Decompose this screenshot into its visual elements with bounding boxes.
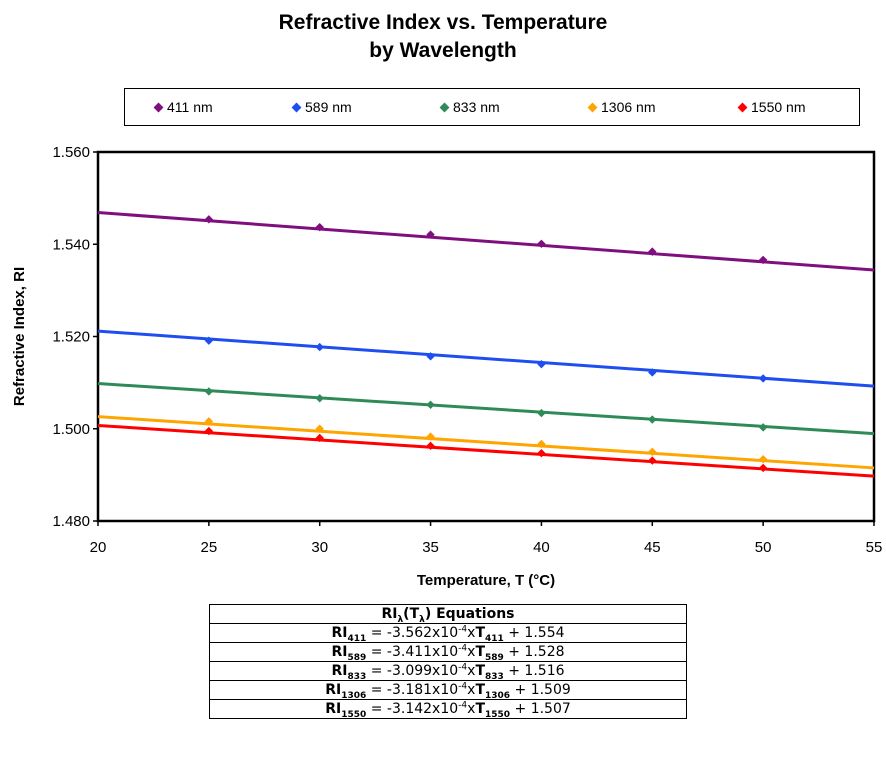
- y-tick-label: 1.560: [52, 144, 90, 161]
- data-point-1550-nm: [426, 441, 435, 451]
- y-tick-label: 1.520: [52, 329, 90, 346]
- x-tick-label: 50: [755, 539, 772, 556]
- x-tick-label: 35: [422, 539, 439, 556]
- x-tick-label: 20: [90, 539, 107, 556]
- trendline-1550-nm: [97, 423, 875, 478]
- data-point-411-nm: [758, 255, 768, 265]
- x-axis-label: Temperature, T (°C): [417, 572, 555, 589]
- trendline-411-nm: [97, 211, 875, 272]
- data-point-1306-nm: [426, 432, 435, 441]
- data-point-589-nm: [204, 336, 214, 345]
- data-point-1550-nm: [758, 463, 768, 473]
- y-tick-label: 1.480: [52, 513, 90, 530]
- legend-item: 833 nm: [439, 99, 500, 115]
- legend-item: 411 nm: [153, 99, 213, 115]
- equation-row: RI1306 = -3.181x10-4xT1306 + 1.509: [209, 680, 687, 700]
- data-point-1306-nm: [758, 454, 768, 464]
- data-point-411-nm: [204, 215, 214, 224]
- data-point-589-nm: [315, 342, 324, 352]
- data-point-411-nm: [648, 247, 657, 256]
- legend-label: 833 nm: [453, 99, 500, 115]
- y-axis-label: Refractive Index, RI: [11, 267, 28, 406]
- data-point-1306-nm: [537, 439, 546, 449]
- equation-row: RI1550 = -3.142x10-4xT1550 + 1.507: [209, 699, 687, 719]
- equations-table: RIλ(Tλ) Equations RI411 = -3.562x10-4xT4…: [209, 604, 687, 719]
- legend-label: 1550 nm: [751, 99, 806, 115]
- equation-cell: RI833 = -3.099x10-4xT833 + 1.516: [209, 661, 687, 681]
- trendline-833-nm: [97, 382, 875, 436]
- data-point-411-nm: [537, 239, 546, 248]
- x-tick-label: 55: [866, 539, 883, 556]
- data-point-1550-nm: [537, 448, 546, 458]
- data-point-1550-nm: [204, 426, 214, 436]
- data-point-589-nm: [648, 368, 657, 377]
- trendline-1306-nm: [97, 415, 875, 470]
- data-point-833-nm: [426, 400, 435, 409]
- legend-item: 1550 nm: [737, 99, 806, 115]
- legend-label: 411 nm: [167, 99, 213, 115]
- y-tick-label: 1.500: [52, 421, 90, 438]
- data-point-833-nm: [204, 387, 214, 396]
- equation-cell: RI411 = -3.562x10-4xT411 + 1.554: [209, 623, 687, 643]
- equations-header: RIλ(Tλ) Equations: [209, 604, 687, 624]
- data-point-1306-nm: [315, 424, 324, 433]
- data-point-1306-nm: [204, 417, 214, 426]
- equations-header-row: RIλ(Tλ) Equations: [209, 604, 687, 624]
- data-point-589-nm: [426, 352, 435, 361]
- data-point-1550-nm: [315, 433, 324, 443]
- data-point-1550-nm: [648, 456, 657, 465]
- legend-item: 1306 nm: [587, 99, 656, 115]
- plot-area-frame: [96, 150, 876, 523]
- equation-cell: RI1550 = -3.142x10-4xT1550 + 1.507: [209, 699, 687, 719]
- data-point-833-nm: [758, 423, 768, 432]
- data-point-589-nm: [537, 359, 546, 369]
- data-point-833-nm: [648, 415, 657, 424]
- data-point-833-nm: [315, 394, 324, 403]
- data-point-1306-nm: [648, 447, 657, 457]
- y-tick-label: 1.540: [52, 236, 90, 253]
- chart-title: Refractive Index vs. Temperature: [278, 11, 608, 34]
- data-point-411-nm: [426, 230, 435, 239]
- trendline-589-nm: [97, 329, 875, 388]
- data-point-589-nm: [758, 374, 768, 383]
- equation-row: RI833 = -3.099x10-4xT833 + 1.516: [209, 661, 687, 681]
- x-tick-label: 30: [311, 539, 328, 556]
- legend-label: 589 nm: [305, 99, 352, 115]
- x-tick-label: 40: [533, 539, 550, 556]
- x-tick-label: 25: [201, 539, 218, 556]
- equation-cell: RI589 = -3.411x10-4xT589 + 1.528: [209, 642, 687, 662]
- chart-subtitle: by Wavelength: [369, 39, 517, 62]
- x-tick-label: 45: [644, 539, 661, 556]
- legend-item: 589 nm: [291, 99, 352, 115]
- equation-cell: RI1306 = -3.181x10-4xT1306 + 1.509: [209, 680, 687, 700]
- equation-row: RI411 = -3.562x10-4xT411 + 1.554: [209, 623, 687, 643]
- equation-row: RI589 = -3.411x10-4xT589 + 1.528: [209, 642, 687, 662]
- legend: 411 nm 589 nm 833 nm 1306 nm 1550 nm: [124, 88, 860, 126]
- data-point-411-nm: [315, 222, 324, 232]
- legend-label: 1306 nm: [601, 99, 656, 115]
- data-point-833-nm: [537, 408, 546, 418]
- chart-plot: 1.480 1.500 1.520 1.540 1.560 20 25 30 35 40 45 50 5…: [11, 144, 883, 589]
